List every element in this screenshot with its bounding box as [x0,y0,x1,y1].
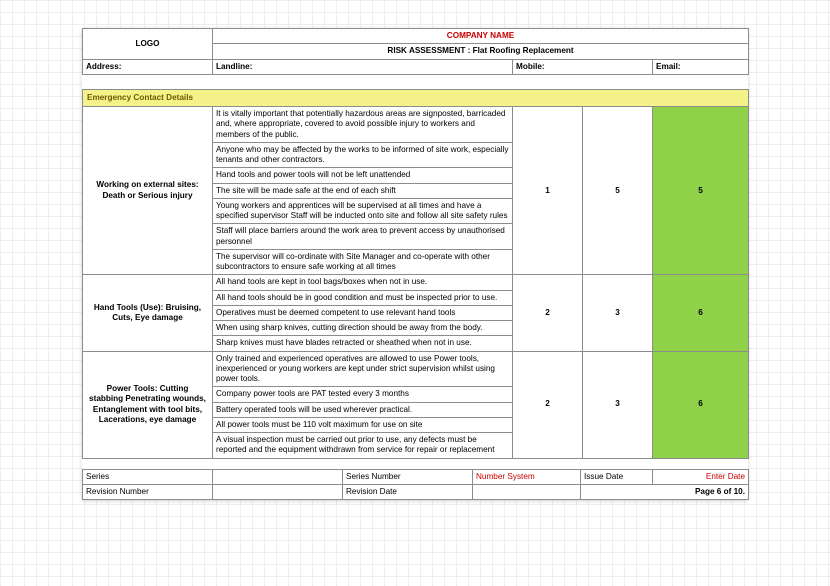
control-cell: Staff will place barriers around the wor… [213,224,513,250]
score-cell-1: 1 [513,107,583,275]
emergency-heading-row: Emergency Contact Details [83,89,749,106]
company-name: COMPANY NAME [213,29,749,44]
control-cell: Only trained and experienced operatives … [213,351,513,387]
control-cell: When using sharp knives, cutting directi… [213,321,513,336]
landline-cell: Landline: [213,59,513,74]
control-cell: Young workers and apprentices will be su… [213,198,513,224]
footer-row-2: Revision Number Revision Date Page 6 of … [83,484,749,499]
gap-before-footer [82,459,748,469]
contact-row: Address: Landline: Mobile: Email: [83,59,749,74]
control-cell: Sharp knives must have blades retracted … [213,336,513,351]
emergency-heading: Emergency Contact Details [83,89,749,106]
score-cell-3: 5 [653,107,749,275]
enter-date-label: Enter Date [653,469,749,484]
score-cell-2: 5 [583,107,653,275]
footer-row-1: Series Series Number Number System Issue… [83,469,749,484]
hazard-cell: Working on external sites: Death or Seri… [83,107,213,275]
hazard-cell: Hand Tools (Use): Bruising, Cuts, Eye da… [83,275,213,351]
landline-label: Landline: [216,62,252,71]
email-cell: Email: [653,59,749,74]
risk-row: Hand Tools (Use): Bruising, Cuts, Eye da… [83,275,749,290]
header-table: LOGO COMPANY NAME RISK ASSESSMENT : Flat… [82,28,749,75]
page-number: Page 6 of 10. [581,484,749,499]
revision-date-label: Revision Date [343,484,473,499]
revision-number-label: Revision Number [83,484,213,499]
control-cell: Operatives must be deemed competent to u… [213,305,513,320]
series-blank [213,469,343,484]
address-label: Address: [86,62,122,71]
control-cell: Hand tools and power tools will not be l… [213,168,513,183]
control-cell: All power tools must be 110 volt maximum… [213,417,513,432]
control-cell: A visual inspection must be carried out … [213,433,513,459]
score-cell-1: 2 [513,351,583,458]
control-cell: All hand tools are kept in tool bags/box… [213,275,513,290]
control-cell: Battery operated tools will be used wher… [213,402,513,417]
email-label: Email: [656,62,681,71]
series-label: Series [83,469,213,484]
score-cell-2: 3 [583,275,653,351]
score-cell-3: 6 [653,351,749,458]
hazard-cell: Power Tools: Cutting stabbing Penetratin… [83,351,213,458]
control-cell: The site will be made safe at the end of… [213,183,513,198]
control-cell: All hand tools should be in good conditi… [213,290,513,305]
doc-title: RISK ASSESSMENT : Flat Roofing Replaceme… [213,44,749,59]
mobile-cell: Mobile: [513,59,653,74]
risk-table: Emergency Contact Details Working on ext… [82,89,749,459]
control-cell: It is vitally important that potentially… [213,107,513,143]
score-cell-1: 2 [513,275,583,351]
score-cell-3: 6 [653,275,749,351]
risk-row: Working on external sites: Death or Seri… [83,107,749,143]
mobile-label: Mobile: [516,62,545,71]
logo-cell: LOGO [83,29,213,60]
revision-number-blank [213,484,343,499]
series-number-label: Series Number [343,469,473,484]
risk-row: Power Tools: Cutting stabbing Penetratin… [83,351,749,387]
control-cell: Company power tools are PAT tested every… [213,387,513,402]
address-cell: Address: [83,59,213,74]
issue-date-label: Issue Date [581,469,653,484]
document-sheet: LOGO COMPANY NAME RISK ASSESSMENT : Flat… [82,28,748,500]
revision-date-blank [473,484,581,499]
footer-table: Series Series Number Number System Issue… [82,469,749,501]
gap-after-header [82,75,748,89]
control-cell: Anyone who may be affected by the works … [213,142,513,168]
control-cell: The supervisor will co-ordinate with Sit… [213,249,513,275]
score-cell-2: 3 [583,351,653,458]
number-system-label: Number System [473,469,581,484]
